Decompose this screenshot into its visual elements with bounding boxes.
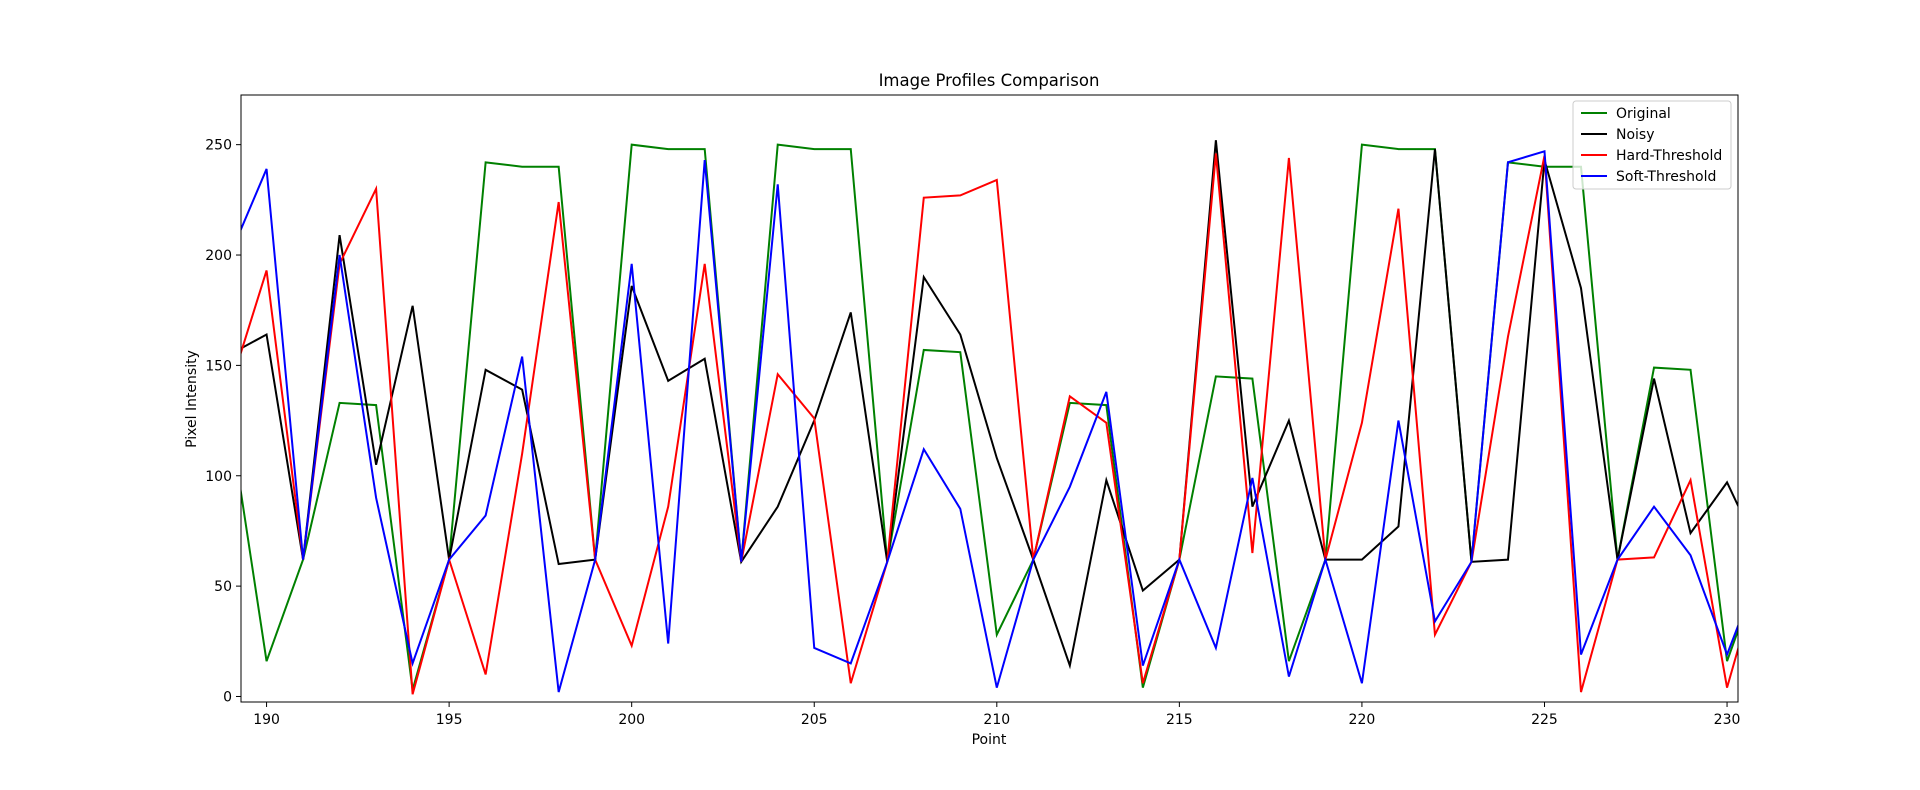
- x-tick-label: 225: [1531, 712, 1558, 728]
- y-tick-label: 50: [214, 579, 232, 595]
- y-axis-label: Pixel Intensity: [184, 350, 200, 448]
- y-tick-label: 150: [205, 358, 232, 374]
- series-line-noisy: [241, 140, 1738, 670]
- legend-label-original: Original: [1616, 106, 1671, 122]
- x-tick-label: 190: [253, 712, 280, 728]
- chart-title: Image Profiles Comparison: [879, 71, 1100, 90]
- y-axis-ticks: 0 50 100 150 200 250: [205, 138, 241, 705]
- x-tick-label: 220: [1349, 712, 1376, 728]
- legend: Original Noisy Hard-Threshold Soft-Threshol…: [1572, 100, 1732, 190]
- legend-label-noisy: Noisy: [1616, 127, 1655, 143]
- x-tick-label: 230: [1714, 712, 1741, 728]
- legend-label-hard-threshold: Hard-Threshold: [1616, 148, 1722, 164]
- x-tick-label: 195: [436, 712, 463, 728]
- legend-box: [1572, 100, 1732, 190]
- series-line-hard-threshold: [241, 153, 1738, 695]
- series-line-soft-threshold: [241, 149, 1738, 693]
- series-layer: [241, 140, 1738, 695]
- y-tick-label: 100: [205, 469, 232, 485]
- x-axis-label: Point: [972, 732, 1007, 748]
- y-tick-label: 0: [223, 689, 232, 705]
- x-tick-label: 205: [801, 712, 828, 728]
- x-tick-label: 210: [983, 712, 1010, 728]
- x-tick-label: 200: [618, 712, 645, 728]
- y-tick-label: 200: [205, 248, 232, 264]
- x-axis-ticks: 190 195 200 205 210 215 220 225 230: [253, 702, 1740, 728]
- legend-label-soft-threshold: Soft-Threshold: [1616, 169, 1716, 185]
- plot-frame: [240, 94, 1739, 703]
- y-tick-label: 250: [205, 138, 232, 154]
- x-tick-label: 215: [1166, 712, 1193, 728]
